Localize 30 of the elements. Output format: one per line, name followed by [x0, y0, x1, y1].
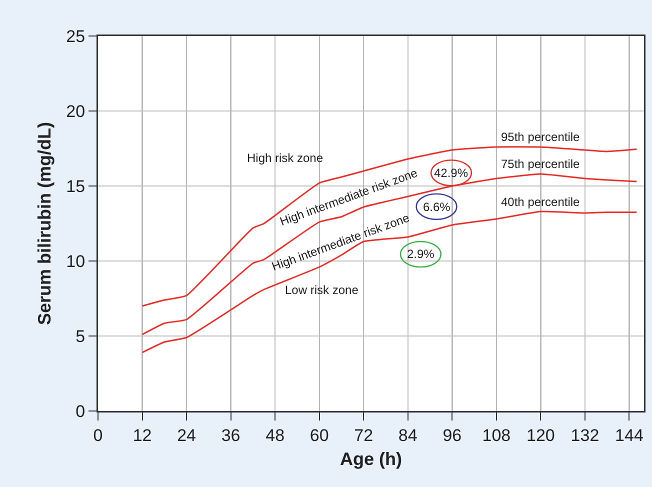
series-label: 75th percentile [501, 157, 580, 171]
series-label: 40th percentile [501, 195, 580, 209]
annotation: 42.9% [434, 166, 468, 180]
annotation: Low risk zone [285, 283, 359, 297]
y-tick-label: 5 [76, 326, 86, 346]
x-tick-label: 72 [354, 426, 374, 445]
series-label: 95th percentile [501, 130, 580, 144]
x-tick-label: 84 [398, 426, 418, 445]
y-tick-label: 10 [66, 252, 86, 271]
annotation: High risk zone [247, 151, 324, 165]
x-tick-label: 0 [93, 426, 103, 445]
x-tick-label: 12 [132, 426, 152, 445]
x-tick-label: 24 [177, 426, 196, 445]
y-tick-label: 15 [66, 176, 86, 196]
annotation: 6.6% [423, 200, 451, 214]
y-axis-title: Serum bilirubin (mg/dL) [34, 122, 55, 325]
x-tick-label: 60 [310, 426, 329, 445]
line-series [142, 146, 638, 307]
x-tick-label: 108 [482, 426, 511, 445]
x-tick-label: 144 [615, 426, 644, 445]
y-tick-label: 0 [76, 402, 86, 421]
x-tick-label: 96 [442, 426, 462, 445]
x-tick-label: 132 [570, 426, 600, 445]
x-tick-label: 36 [221, 426, 240, 445]
x-tick-label: 48 [266, 426, 285, 445]
y-tick-label: 20 [66, 102, 86, 121]
x-tick-label: 120 [526, 426, 555, 445]
x-axis-title: Age (h) [340, 448, 402, 469]
annotation: 2.9% [407, 247, 435, 261]
y-tick-label: 25 [66, 26, 86, 46]
